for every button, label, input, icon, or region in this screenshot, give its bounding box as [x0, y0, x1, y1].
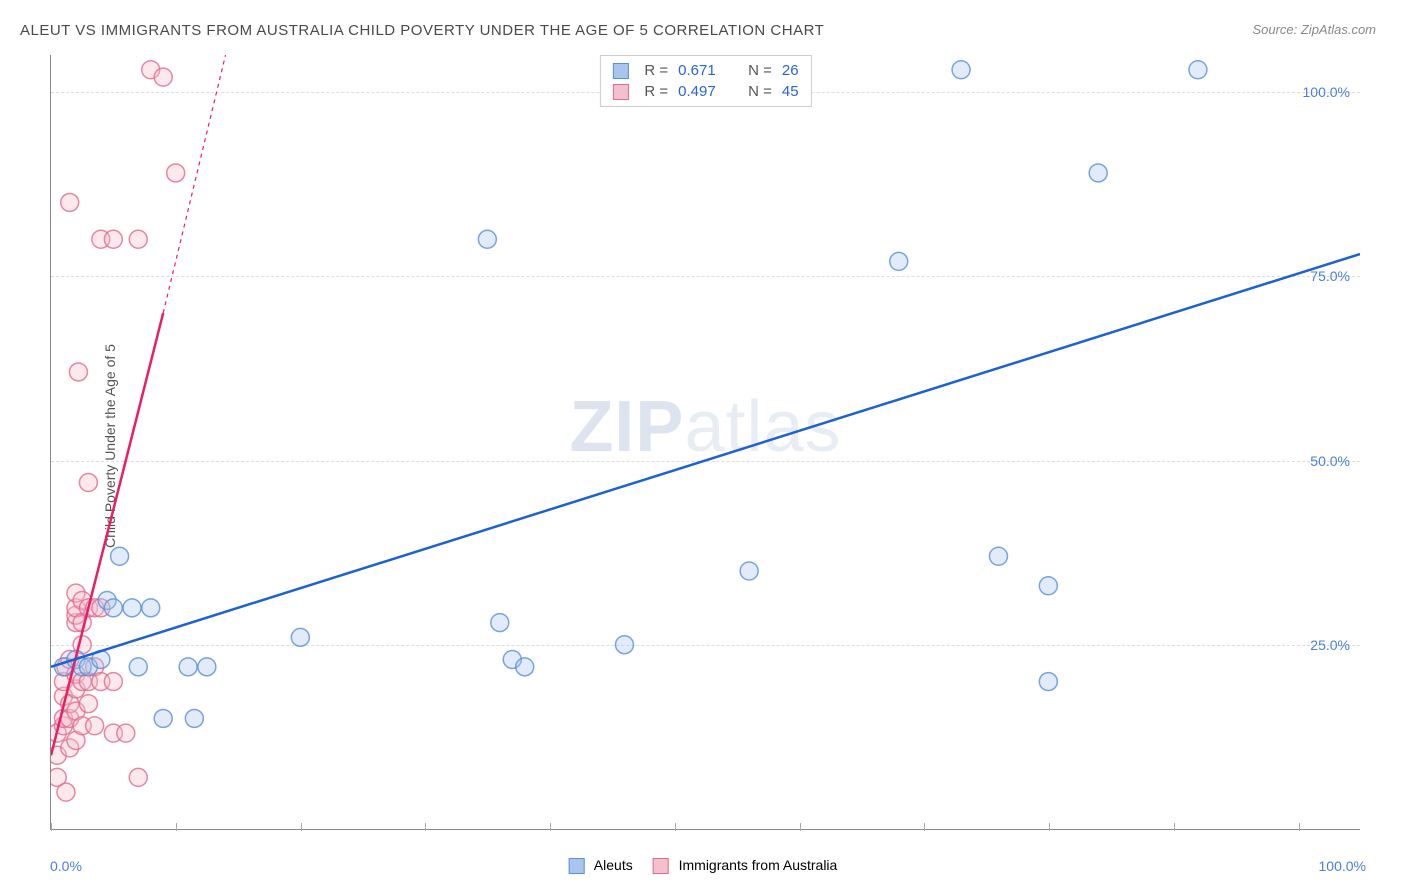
data-point	[79, 474, 97, 492]
data-point	[104, 673, 122, 691]
trendline	[51, 254, 1360, 667]
data-point	[291, 628, 309, 646]
legend-label: Immigrants from Australia	[679, 857, 838, 873]
data-point	[478, 230, 496, 248]
swatch-icon	[569, 858, 585, 874]
data-point	[1189, 61, 1207, 79]
data-point	[129, 230, 147, 248]
legend-item: Immigrants from Australia	[653, 857, 838, 874]
data-point	[952, 61, 970, 79]
data-point	[198, 658, 216, 676]
source-attribution: Source: ZipAtlas.com	[1252, 22, 1376, 37]
data-point	[154, 68, 172, 86]
legend-item: Aleuts	[569, 857, 633, 874]
data-point	[129, 658, 147, 676]
data-point	[890, 252, 908, 270]
r-value: 0.671	[678, 62, 728, 79]
data-point	[117, 724, 135, 742]
data-point	[57, 783, 75, 801]
data-point	[104, 599, 122, 617]
r-value: 0.497	[678, 83, 728, 100]
n-value: 45	[782, 83, 799, 100]
data-point	[185, 709, 203, 727]
n-label: N =	[748, 83, 772, 100]
correlation-legend: R = 0.671 N = 26 R = 0.497 N = 45	[599, 55, 811, 107]
data-point	[167, 164, 185, 182]
data-point	[1089, 164, 1107, 182]
x-axis-min-label: 0.0%	[50, 858, 82, 874]
correlation-row: R = 0.497 N = 45	[612, 81, 798, 102]
data-point	[61, 193, 79, 211]
legend-label: Aleuts	[594, 857, 633, 873]
correlation-row: R = 0.671 N = 26	[612, 60, 798, 81]
data-point	[154, 709, 172, 727]
data-point	[142, 599, 160, 617]
data-point	[1039, 673, 1057, 691]
data-point	[111, 547, 129, 565]
r-label: R =	[644, 83, 668, 100]
data-point	[104, 230, 122, 248]
swatch-icon	[612, 84, 628, 100]
data-point	[86, 717, 104, 735]
data-point	[615, 636, 633, 654]
swatch-icon	[612, 63, 628, 79]
n-label: N =	[748, 62, 772, 79]
data-point	[740, 562, 758, 580]
data-point	[516, 658, 534, 676]
data-point	[491, 614, 509, 632]
plot-area: ZIPatlas R = 0.671 N = 26 R = 0.497 N = …	[50, 55, 1360, 830]
r-label: R =	[644, 62, 668, 79]
x-axis-max-label: 100.0%	[1319, 858, 1366, 874]
data-point	[989, 547, 1007, 565]
scatter-svg	[51, 55, 1360, 829]
data-point	[69, 363, 87, 381]
chart-title: ALEUT VS IMMIGRANTS FROM AUSTRALIA CHILD…	[20, 22, 824, 39]
data-point	[1039, 577, 1057, 595]
trendline	[163, 55, 225, 313]
data-point	[179, 658, 197, 676]
data-point	[79, 695, 97, 713]
n-value: 26	[782, 62, 799, 79]
swatch-icon	[653, 858, 669, 874]
data-point	[123, 599, 141, 617]
series-legend: Aleuts Immigrants from Australia	[569, 857, 838, 874]
data-point	[129, 768, 147, 786]
